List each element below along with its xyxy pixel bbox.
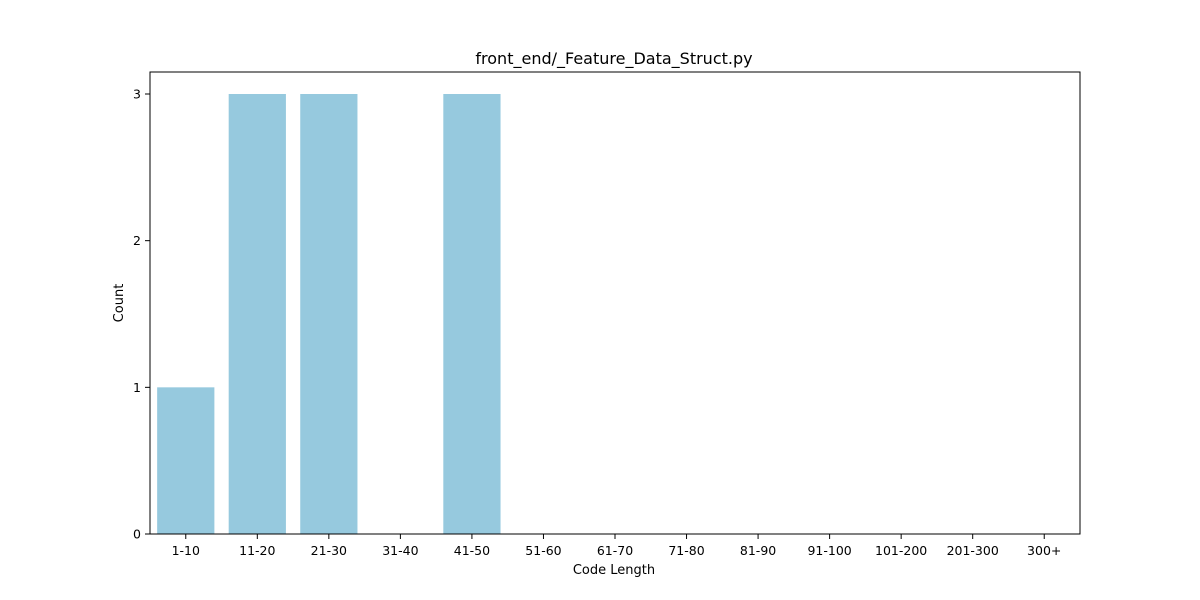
x-tick-label: 51-60	[525, 543, 561, 558]
y-axis-ticks: 0 1 2 3	[133, 87, 150, 542]
bars-group	[157, 94, 501, 534]
bar-11-20	[228, 94, 286, 534]
y-tick-label: 1	[133, 380, 141, 395]
x-tick-label: 31-40	[382, 543, 418, 558]
y-axis-label: Count	[112, 284, 127, 323]
y-tick-label: 3	[133, 87, 141, 102]
x-tick-label: 41-50	[454, 543, 490, 558]
x-axis-label: Code Length	[573, 563, 655, 578]
x-tick-label: 201-300	[947, 543, 999, 558]
chart-title: front_end/_Feature_Data_Struct.py	[475, 49, 752, 69]
x-axis-ticks: 1-10 11-20 21-30 31-40 41-50 51-60 61-70 71-80 8…	[172, 534, 1061, 558]
x-tick-label: 71-80	[668, 543, 704, 558]
plot-area-frame	[149, 71, 1081, 535]
x-tick-label: 21-30	[311, 543, 347, 558]
y-tick-label: 2	[133, 233, 141, 248]
x-tick-label: 1-10	[172, 543, 200, 558]
x-tick-label: 101-200	[875, 543, 927, 558]
bar-41-50	[443, 94, 501, 534]
x-tick-label: 91-100	[807, 543, 851, 558]
x-tick-label: 61-70	[597, 543, 633, 558]
y-tick-label: 0	[133, 527, 141, 542]
bar-21-30	[300, 94, 358, 534]
x-tick-label: 81-90	[740, 543, 776, 558]
x-tick-label: 300+	[1027, 543, 1061, 558]
bar-1-10	[157, 387, 215, 534]
x-tick-label: 11-20	[239, 543, 275, 558]
